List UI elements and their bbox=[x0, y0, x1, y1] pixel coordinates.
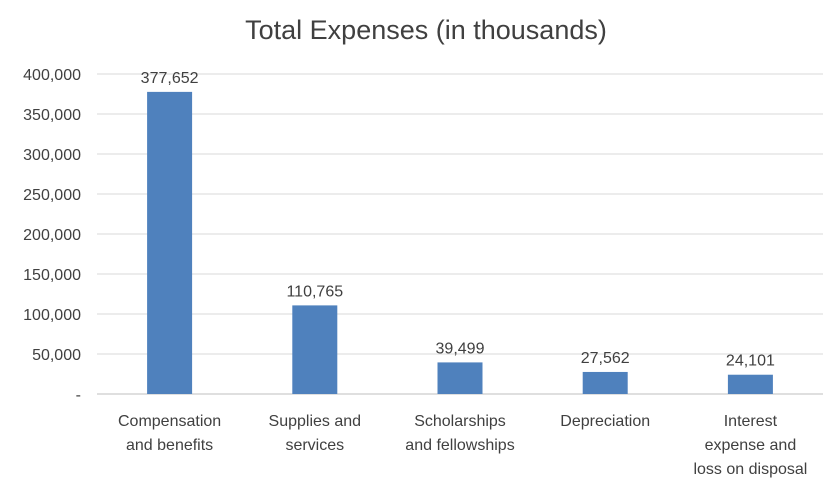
bar bbox=[147, 91, 193, 394]
y-tick-label: 400,000 bbox=[23, 67, 81, 84]
bar bbox=[292, 305, 338, 394]
data-label: 24,101 bbox=[726, 353, 775, 370]
x-tick-label: Depreciation bbox=[560, 413, 650, 430]
chart-title: Total Expenses (in thousands) bbox=[245, 15, 607, 45]
data-labels: 377,652 110,765 39,499 27,562 24,101 bbox=[141, 70, 775, 370]
y-tick-label: 300,000 bbox=[23, 147, 81, 164]
x-axis: Compensation and benefits Supplies and serv… bbox=[118, 413, 807, 478]
bar bbox=[582, 371, 628, 394]
x-tick-label-line: Depreciation bbox=[560, 413, 650, 430]
x-tick-label-line: expense and bbox=[705, 437, 797, 454]
x-tick-label-line: Compensation bbox=[118, 413, 221, 430]
bar bbox=[727, 374, 773, 394]
bars bbox=[147, 91, 773, 394]
y-tick-label: 50,000 bbox=[32, 347, 81, 364]
x-tick-label-line: and benefits bbox=[126, 437, 213, 454]
x-tick-label-line: Interest bbox=[724, 413, 778, 430]
x-tick-label: Supplies and services bbox=[269, 413, 362, 454]
y-tick-label: 200,000 bbox=[23, 227, 81, 244]
gridlines bbox=[97, 73, 823, 395]
x-tick-label: Scholarships and fellowships bbox=[405, 413, 514, 454]
x-tick-label-line: loss on disposal bbox=[693, 461, 807, 478]
y-tick-label: 250,000 bbox=[23, 187, 81, 204]
y-tick-label: 150,000 bbox=[23, 267, 81, 284]
y-tick-label: 100,000 bbox=[23, 307, 81, 324]
data-label: 27,562 bbox=[581, 350, 630, 367]
x-tick-label-line: Scholarships bbox=[414, 413, 506, 430]
y-axis: - 50,000 100,000 150,000 200,000 250,000 300,0… bbox=[23, 67, 81, 404]
x-tick-label-line: and fellowships bbox=[405, 437, 514, 454]
x-tick-label: Compensation and benefits bbox=[118, 413, 221, 454]
y-tick-label: 350,000 bbox=[23, 107, 81, 124]
x-tick-label-line: services bbox=[285, 437, 344, 454]
bar bbox=[437, 362, 483, 394]
x-tick-label: Interest expense and loss on disposal bbox=[693, 413, 807, 478]
data-label: 110,765 bbox=[286, 283, 343, 300]
x-tick-label-line: Supplies and bbox=[269, 413, 362, 430]
data-label: 39,499 bbox=[436, 340, 485, 357]
data-label: 377,652 bbox=[141, 70, 199, 87]
y-tick-label: - bbox=[76, 387, 81, 404]
